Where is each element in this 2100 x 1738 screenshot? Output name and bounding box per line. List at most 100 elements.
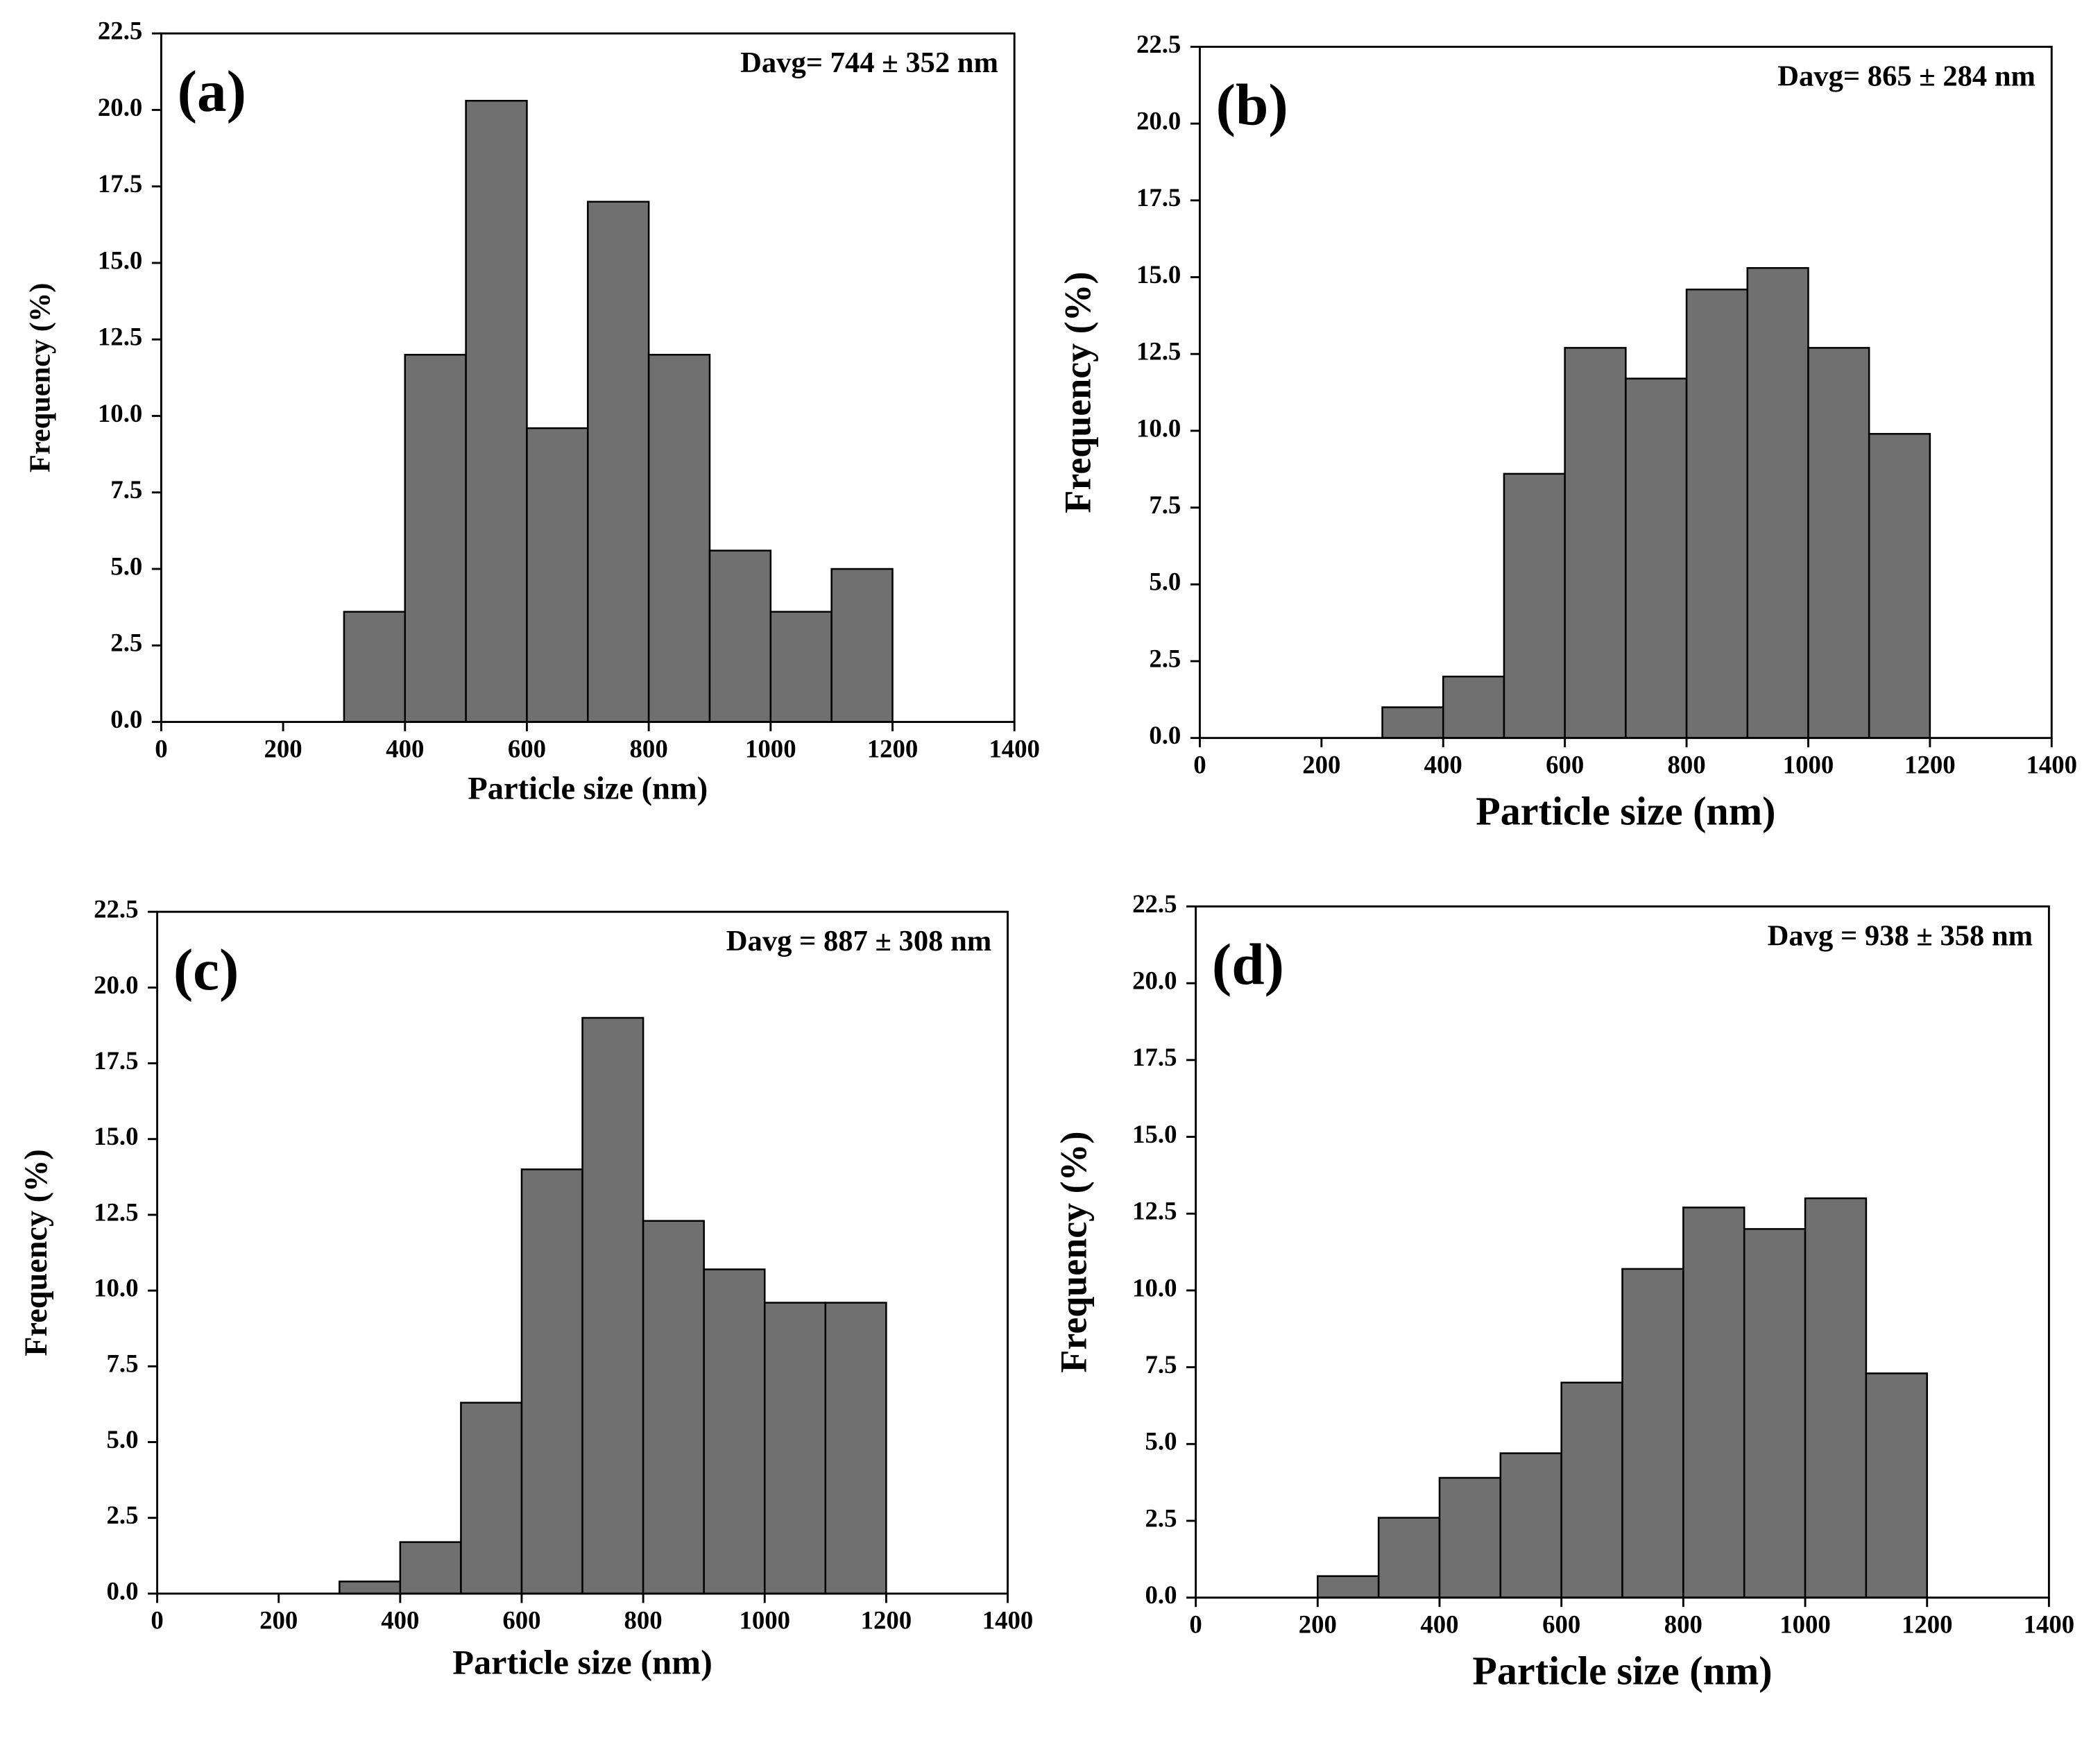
y-tick-label: 15.0 [1132, 1120, 1177, 1148]
y-tick-label: 22.5 [1132, 889, 1177, 918]
y-tick-label: 20.0 [1136, 107, 1181, 135]
annotation: Davg = 938 ± 358 nm [1768, 920, 2033, 953]
y-tick-label: 12.5 [98, 323, 142, 351]
x-tick-label: 0 [1189, 1610, 1202, 1639]
bar [1381, 706, 1444, 739]
y-tick-label: 12.5 [1132, 1197, 1177, 1225]
annotation: Davg= 865 ± 284 nm [1777, 60, 2035, 93]
y-tick-label: 15.0 [94, 1122, 138, 1150]
bar [1560, 1381, 1623, 1599]
y-tick-label: 15.0 [98, 246, 142, 274]
panel-label: (c) [173, 937, 239, 1003]
y-tick-label: 7.5 [1149, 491, 1181, 519]
y-tick-label: 17.5 [1132, 1043, 1177, 1071]
bar [703, 1268, 766, 1595]
x-axis-label: Particle size (nm) [1472, 1648, 1772, 1694]
x-tick-label: 400 [381, 1606, 419, 1635]
x-tick-label: 200 [264, 734, 302, 762]
bar [1438, 1476, 1502, 1599]
bar [587, 201, 650, 723]
panel-label: (b) [1216, 73, 1288, 138]
y-tick-label: 2.5 [107, 1501, 139, 1529]
y-tick-label: 20.0 [98, 93, 142, 121]
x-tick-label: 1400 [989, 734, 1040, 762]
bar [1682, 1207, 1745, 1599]
x-axis-label: Particle size (nm) [1476, 789, 1775, 834]
y-tick-label: 5.0 [1145, 1427, 1177, 1456]
bar [824, 1302, 887, 1595]
bar [1625, 377, 1688, 739]
x-tick-label: 600 [1546, 751, 1584, 779]
y-tick-label: 17.5 [98, 169, 142, 198]
y-tick-label: 22.5 [1136, 30, 1181, 58]
plot-frame [1195, 905, 2050, 1599]
bar [1807, 347, 1870, 739]
bar [1499, 1452, 1562, 1599]
x-tick-label: 1400 [982, 1606, 1034, 1635]
x-tick-label: 0 [155, 734, 167, 762]
plot-frame [156, 910, 1009, 1595]
y-tick-label: 12.5 [94, 1198, 138, 1226]
bar [1804, 1197, 1868, 1599]
y-tick-label: 20.0 [94, 971, 138, 999]
x-tick-label: 800 [624, 1606, 663, 1635]
bar [1317, 1575, 1380, 1599]
bar [769, 611, 833, 723]
bar [1503, 472, 1566, 739]
y-tick-label: 5.0 [110, 552, 142, 580]
x-tick-label: 1000 [1783, 751, 1834, 779]
bar [520, 1168, 583, 1595]
x-tick-label: 600 [508, 734, 546, 762]
bar [404, 354, 467, 723]
y-tick-label: 10.0 [1132, 1273, 1177, 1302]
bar [581, 1016, 644, 1595]
bar [343, 611, 407, 723]
y-tick-label: 2.5 [110, 629, 142, 657]
bar [526, 427, 589, 723]
x-tick-label: 1400 [2024, 1610, 2075, 1639]
panel-label: (a) [178, 59, 246, 124]
y-tick-label: 2.5 [1145, 1503, 1177, 1532]
bar [830, 568, 894, 723]
bar [1564, 347, 1627, 739]
x-axis-label: Particle size (nm) [452, 1643, 712, 1682]
plot-frame [1198, 45, 2053, 740]
y-tick-label: 10.0 [98, 399, 142, 427]
y-tick-label: 2.5 [1149, 644, 1181, 672]
plot-frame [160, 32, 1016, 723]
y-axis-label: Frequency (%) [19, 1149, 54, 1356]
y-tick-label: 0.0 [110, 705, 142, 733]
bar [642, 1220, 705, 1595]
y-axis-label: Frequency (%) [1057, 272, 1098, 513]
x-tick-label: 200 [1302, 751, 1340, 779]
x-tick-label: 400 [386, 734, 424, 762]
bar [1685, 288, 1749, 739]
y-tick-label: 10.0 [1136, 414, 1181, 442]
x-tick-label: 800 [630, 734, 668, 762]
bar [1377, 1517, 1441, 1599]
y-tick-label: 15.0 [1136, 260, 1181, 289]
y-tick-label: 7.5 [1145, 1350, 1177, 1379]
bar [1868, 433, 1931, 739]
y-tick-label: 10.0 [94, 1274, 138, 1302]
y-tick-label: 0.0 [1145, 1581, 1177, 1609]
x-tick-label: 800 [1667, 751, 1705, 779]
bar [1865, 1372, 1928, 1599]
bar [1621, 1268, 1684, 1599]
y-tick-label: 5.0 [107, 1425, 139, 1454]
y-axis-label: Frequency (%) [24, 283, 57, 472]
x-tick-label: 200 [259, 1606, 298, 1635]
panel-label: (d) [1212, 932, 1284, 998]
bar [1743, 1228, 1807, 1599]
annotation: Davg= 744 ± 352 nm [740, 46, 998, 79]
bar [708, 549, 772, 723]
x-tick-label: 1200 [1904, 751, 1956, 779]
x-tick-label: 600 [1542, 1610, 1580, 1639]
y-tick-label: 17.5 [1136, 183, 1181, 212]
x-tick-label: 200 [1299, 1610, 1337, 1639]
x-tick-label: 1000 [1779, 1610, 1831, 1639]
annotation: Davg = 887 ± 308 nm [726, 925, 991, 957]
x-tick-label: 1200 [861, 1606, 912, 1635]
bar [1442, 675, 1505, 739]
